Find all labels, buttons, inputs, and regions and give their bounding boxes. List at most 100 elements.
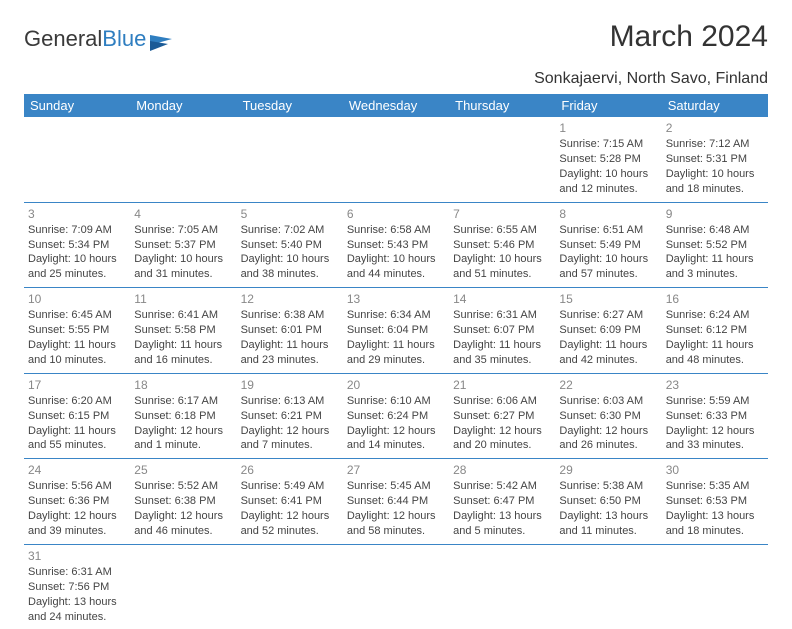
- daylight-line: Daylight: 12 hours and 58 minutes.: [347, 509, 445, 539]
- sunset-line: Sunset: 6:18 PM: [134, 409, 232, 424]
- sunrise-line: Sunrise: 5:52 AM: [134, 479, 232, 494]
- day-number: 8: [559, 206, 657, 222]
- daylight-line: Daylight: 10 hours and 44 minutes.: [347, 252, 445, 282]
- sunrise-line: Sunrise: 6:41 AM: [134, 308, 232, 323]
- calendar-day-cell: 14Sunrise: 6:31 AMSunset: 6:07 PMDayligh…: [449, 288, 555, 374]
- daylight-line: Daylight: 11 hours and 48 minutes.: [666, 338, 764, 368]
- daylight-line: Daylight: 11 hours and 3 minutes.: [666, 252, 764, 282]
- day-number: 27: [347, 462, 445, 478]
- daylight-line: Daylight: 12 hours and 39 minutes.: [28, 509, 126, 539]
- logo-text-blue: Blue: [102, 26, 146, 52]
- day-number: 31: [28, 548, 126, 564]
- sunset-line: Sunset: 6:09 PM: [559, 323, 657, 338]
- calendar-week-row: 24Sunrise: 5:56 AMSunset: 6:36 PMDayligh…: [24, 459, 768, 545]
- sunset-line: Sunset: 6:15 PM: [28, 409, 126, 424]
- daylight-line: Daylight: 11 hours and 23 minutes.: [241, 338, 339, 368]
- daylight-line: Daylight: 12 hours and 1 minute.: [134, 424, 232, 454]
- calendar-day-cell: 16Sunrise: 6:24 AMSunset: 6:12 PMDayligh…: [662, 288, 768, 374]
- sunrise-line: Sunrise: 7:09 AM: [28, 223, 126, 238]
- sunset-line: Sunset: 5:31 PM: [666, 152, 764, 167]
- sunset-line: Sunset: 5:49 PM: [559, 238, 657, 253]
- daylight-line: Daylight: 12 hours and 14 minutes.: [347, 424, 445, 454]
- sunrise-line: Sunrise: 6:27 AM: [559, 308, 657, 323]
- daylight-line: Daylight: 12 hours and 20 minutes.: [453, 424, 551, 454]
- sunset-line: Sunset: 5:34 PM: [28, 238, 126, 253]
- calendar-day-cell: 28Sunrise: 5:42 AMSunset: 6:47 PMDayligh…: [449, 459, 555, 545]
- calendar-table: SundayMondayTuesdayWednesdayThursdayFrid…: [24, 94, 768, 629]
- calendar-empty-cell: [449, 544, 555, 629]
- sunset-line: Sunset: 6:27 PM: [453, 409, 551, 424]
- calendar-day-cell: 7Sunrise: 6:55 AMSunset: 5:46 PMDaylight…: [449, 202, 555, 288]
- sunset-line: Sunset: 6:38 PM: [134, 494, 232, 509]
- day-number: 26: [241, 462, 339, 478]
- calendar-day-cell: 22Sunrise: 6:03 AMSunset: 6:30 PMDayligh…: [555, 373, 661, 459]
- sunrise-line: Sunrise: 5:59 AM: [666, 394, 764, 409]
- day-number: 30: [666, 462, 764, 478]
- calendar-day-cell: 23Sunrise: 5:59 AMSunset: 6:33 PMDayligh…: [662, 373, 768, 459]
- daylight-line: Daylight: 10 hours and 31 minutes.: [134, 252, 232, 282]
- sunset-line: Sunset: 6:04 PM: [347, 323, 445, 338]
- day-number: 21: [453, 377, 551, 393]
- sunrise-line: Sunrise: 6:17 AM: [134, 394, 232, 409]
- calendar-empty-cell: [343, 117, 449, 202]
- day-number: 19: [241, 377, 339, 393]
- calendar-day-cell: 27Sunrise: 5:45 AMSunset: 6:44 PMDayligh…: [343, 459, 449, 545]
- location-label: Sonkajaervi, North Savo, Finland: [24, 70, 768, 96]
- flag-icon: [150, 31, 172, 47]
- daylight-line: Daylight: 13 hours and 5 minutes.: [453, 509, 551, 539]
- weekday-header: Monday: [130, 94, 236, 117]
- day-number: 16: [666, 291, 764, 307]
- calendar-day-cell: 6Sunrise: 6:58 AMSunset: 5:43 PMDaylight…: [343, 202, 449, 288]
- daylight-line: Daylight: 12 hours and 46 minutes.: [134, 509, 232, 539]
- calendar-day-cell: 11Sunrise: 6:41 AMSunset: 5:58 PMDayligh…: [130, 288, 236, 374]
- sunset-line: Sunset: 5:40 PM: [241, 238, 339, 253]
- sunrise-line: Sunrise: 6:31 AM: [28, 565, 126, 580]
- sunrise-line: Sunrise: 5:42 AM: [453, 479, 551, 494]
- sunrise-line: Sunrise: 6:34 AM: [347, 308, 445, 323]
- sunrise-line: Sunrise: 6:45 AM: [28, 308, 126, 323]
- daylight-line: Daylight: 10 hours and 57 minutes.: [559, 252, 657, 282]
- sunset-line: Sunset: 6:24 PM: [347, 409, 445, 424]
- calendar-empty-cell: [237, 117, 343, 202]
- calendar-day-cell: 2Sunrise: 7:12 AMSunset: 5:31 PMDaylight…: [662, 117, 768, 202]
- calendar-day-cell: 8Sunrise: 6:51 AMSunset: 5:49 PMDaylight…: [555, 202, 661, 288]
- sunrise-line: Sunrise: 6:38 AM: [241, 308, 339, 323]
- day-number: 28: [453, 462, 551, 478]
- calendar-empty-cell: [130, 544, 236, 629]
- day-number: 23: [666, 377, 764, 393]
- day-number: 14: [453, 291, 551, 307]
- day-number: 20: [347, 377, 445, 393]
- sunset-line: Sunset: 5:58 PM: [134, 323, 232, 338]
- day-number: 17: [28, 377, 126, 393]
- calendar-day-cell: 15Sunrise: 6:27 AMSunset: 6:09 PMDayligh…: [555, 288, 661, 374]
- daylight-line: Daylight: 10 hours and 38 minutes.: [241, 252, 339, 282]
- calendar-day-cell: 26Sunrise: 5:49 AMSunset: 6:41 PMDayligh…: [237, 459, 343, 545]
- header: GeneralBlue March 2024: [24, 20, 768, 58]
- sunset-line: Sunset: 5:28 PM: [559, 152, 657, 167]
- calendar-day-cell: 31Sunrise: 6:31 AMSunset: 7:56 PMDayligh…: [24, 544, 130, 629]
- weekday-header: Tuesday: [237, 94, 343, 117]
- sunrise-line: Sunrise: 5:56 AM: [28, 479, 126, 494]
- calendar-week-row: 3Sunrise: 7:09 AMSunset: 5:34 PMDaylight…: [24, 202, 768, 288]
- daylight-line: Daylight: 11 hours and 29 minutes.: [347, 338, 445, 368]
- sunrise-line: Sunrise: 5:49 AM: [241, 479, 339, 494]
- day-number: 1: [559, 120, 657, 136]
- sunset-line: Sunset: 6:53 PM: [666, 494, 764, 509]
- sunrise-line: Sunrise: 6:51 AM: [559, 223, 657, 238]
- day-number: 25: [134, 462, 232, 478]
- day-number: 4: [134, 206, 232, 222]
- daylight-line: Daylight: 12 hours and 52 minutes.: [241, 509, 339, 539]
- calendar-empty-cell: [24, 117, 130, 202]
- sunset-line: Sunset: 5:52 PM: [666, 238, 764, 253]
- calendar-day-cell: 25Sunrise: 5:52 AMSunset: 6:38 PMDayligh…: [130, 459, 236, 545]
- daylight-line: Daylight: 11 hours and 16 minutes.: [134, 338, 232, 368]
- calendar-day-cell: 12Sunrise: 6:38 AMSunset: 6:01 PMDayligh…: [237, 288, 343, 374]
- calendar-empty-cell: [555, 544, 661, 629]
- sunrise-line: Sunrise: 7:02 AM: [241, 223, 339, 238]
- calendar-week-row: 1Sunrise: 7:15 AMSunset: 5:28 PMDaylight…: [24, 117, 768, 202]
- calendar-body: 1Sunrise: 7:15 AMSunset: 5:28 PMDaylight…: [24, 117, 768, 629]
- day-number: 6: [347, 206, 445, 222]
- sunrise-line: Sunrise: 6:06 AM: [453, 394, 551, 409]
- calendar-day-cell: 24Sunrise: 5:56 AMSunset: 6:36 PMDayligh…: [24, 459, 130, 545]
- calendar-empty-cell: [343, 544, 449, 629]
